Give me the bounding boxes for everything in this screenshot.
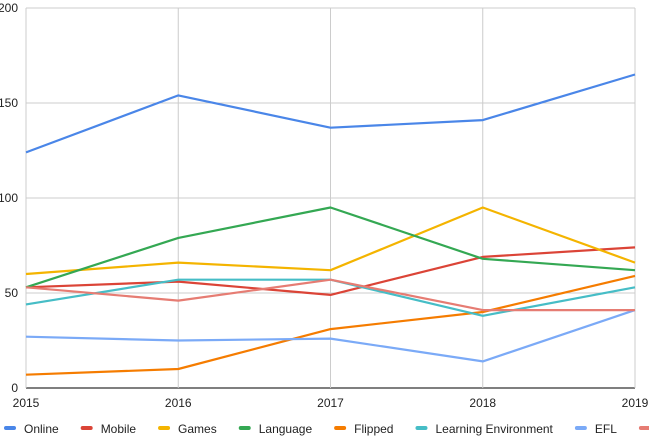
legend-label: Flipped [354, 422, 393, 436]
legend: Online Mobile Games Language Flipped Learning… [4, 422, 649, 436]
legend-item-language: Language [238, 422, 313, 436]
legend-swatch [158, 426, 171, 430]
y-axis-ticks: 0 50 100 150 200 [0, 1, 18, 395]
x-tick-label: 2019 [622, 396, 649, 410]
x-tick-label: 2018 [469, 396, 496, 410]
series-lines [25, 73, 636, 376]
legend-label: Language [259, 422, 313, 436]
y-tick-label: 200 [0, 1, 18, 15]
legend-item-science: Science [638, 426, 649, 430]
y-tick-label: 0 [11, 381, 18, 395]
legend-swatch [238, 426, 251, 430]
legend-item-flipped: Flipped [334, 422, 393, 436]
y-tick-label: 100 [0, 191, 18, 205]
legend-label: Learning Environment [435, 422, 553, 436]
grid [25, 7, 636, 389]
legend-label: Online [24, 422, 59, 436]
legend-swatch [415, 426, 428, 430]
legend-label: Games [178, 422, 217, 436]
x-tick-label: 2017 [317, 396, 344, 410]
y-tick-label: 150 [0, 96, 18, 110]
legend-swatch [638, 426, 649, 430]
legend-swatch [4, 426, 16, 430]
legend-item-learning-environment: Learning Environment [415, 422, 554, 436]
x-tick-label: 2015 [13, 396, 40, 410]
y-tick-label: 50 [5, 286, 19, 300]
legend-item-online: Online [4, 422, 59, 436]
legend-swatch [574, 426, 587, 430]
legend-item-mobile: Mobile [80, 422, 137, 436]
x-axis-ticks: 2015 2016 2017 2018 2019 [13, 396, 649, 410]
legend-label: Mobile [101, 422, 137, 436]
legend-swatch [334, 426, 347, 430]
legend-swatch [80, 426, 93, 430]
x-tick-label: 2016 [165, 396, 192, 410]
legend-item-games: Games [158, 422, 217, 436]
legend-label: EFL [595, 422, 617, 436]
legend-item-efl: EFL [574, 422, 617, 436]
